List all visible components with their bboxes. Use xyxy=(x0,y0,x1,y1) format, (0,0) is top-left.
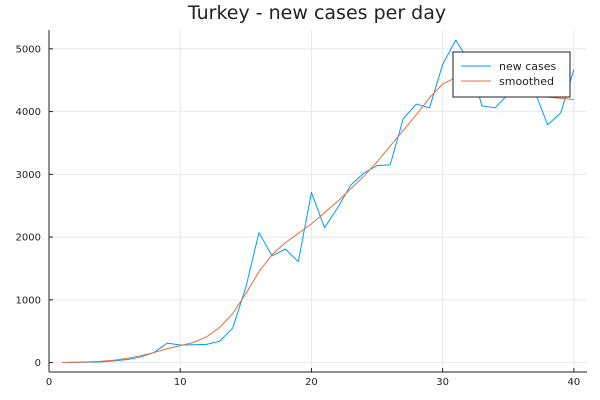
x-tick-label: 40 xyxy=(568,377,581,388)
x-tick-label: 0 xyxy=(46,377,52,388)
legend-box xyxy=(452,51,571,98)
legend-label: new cases xyxy=(499,60,557,73)
y-tick-label: 4000 xyxy=(16,107,41,118)
y-tick-label: 0 xyxy=(35,358,41,369)
grid xyxy=(48,30,587,372)
x-tick-label: 30 xyxy=(436,377,449,388)
x-tick-label: 10 xyxy=(174,377,187,388)
series-line-smoothed xyxy=(62,77,574,363)
y-tick-label: 2000 xyxy=(16,233,41,244)
series-line-new-cases xyxy=(62,39,575,364)
legend-label: smoothed xyxy=(499,75,554,88)
legend: new cases smoothed xyxy=(452,51,571,98)
y-tick-label: 3000 xyxy=(16,170,41,181)
y-tick-label: 5000 xyxy=(16,44,41,55)
y-tick-label: 1000 xyxy=(16,295,41,306)
axes: 0 10 20 30 40 0 1000 2000 3000 4000 5000 xyxy=(16,30,587,388)
chart-title: Turkey - new cases per day xyxy=(187,2,446,24)
x-tick-label: 20 xyxy=(305,377,318,388)
